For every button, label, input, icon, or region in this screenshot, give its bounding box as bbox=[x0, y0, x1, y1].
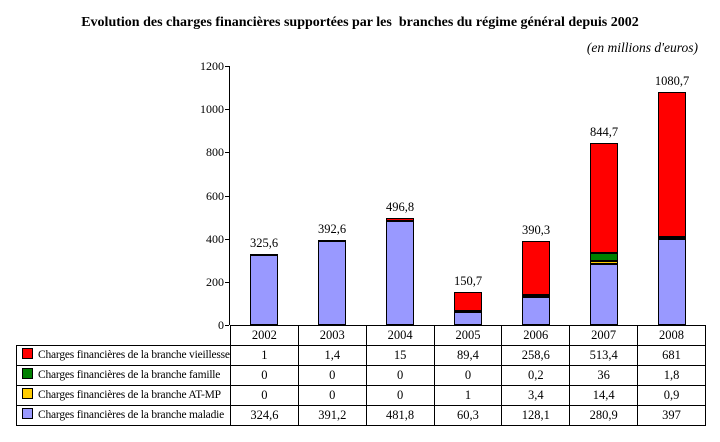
value-cell: 3,4 bbox=[501, 385, 571, 406]
y-axis-tick bbox=[225, 239, 229, 240]
y-axis-tick bbox=[225, 325, 229, 326]
table-row: Charges financières de la branche famill… bbox=[16, 365, 706, 386]
value-cell: 391,2 bbox=[297, 405, 367, 426]
table-row: Charges financières de la branche AT-MP 0… bbox=[16, 385, 706, 406]
bar-segment bbox=[590, 264, 618, 325]
bar-total-label: 1080,7 bbox=[654, 74, 690, 88]
value-cell: 1,4 bbox=[297, 345, 367, 366]
bar-segment bbox=[590, 253, 618, 261]
value-cell: 513,4 bbox=[569, 345, 639, 366]
y-axis-tick-label: 600 bbox=[206, 189, 224, 203]
series-legend-cell: Charges financières de la branche AT-MP bbox=[16, 385, 231, 406]
value-cell: 324,6 bbox=[230, 405, 299, 426]
bar-segment bbox=[658, 237, 686, 239]
y-axis-tick-label: 800 bbox=[206, 145, 224, 159]
value-cell: 14,4 bbox=[569, 385, 639, 406]
y-axis-tick bbox=[225, 66, 229, 67]
bar-segment bbox=[590, 261, 618, 264]
series-name: Charges financières de la branche AT-MP bbox=[38, 389, 221, 401]
value-cell: 0 bbox=[365, 365, 435, 386]
value-cell: 1,8 bbox=[637, 365, 706, 386]
value-cell: 0 bbox=[433, 365, 503, 386]
value-cell: 15 bbox=[365, 345, 435, 366]
table-corner-cell bbox=[17, 326, 231, 346]
value-cell: 0 bbox=[297, 365, 367, 386]
chart-title: Evolution des charges financières suppor… bbox=[81, 15, 639, 30]
bar-segment bbox=[454, 312, 482, 325]
series-color-swatch-icon bbox=[22, 388, 33, 399]
value-cell: 1 bbox=[433, 385, 503, 406]
year-cell: 2006 bbox=[501, 325, 571, 346]
series-name: Charges financières de la branche famill… bbox=[38, 369, 221, 381]
bar-segment bbox=[658, 92, 686, 237]
y-axis-tick-label: 400 bbox=[206, 232, 224, 246]
year-cell: 2005 bbox=[433, 325, 503, 346]
year-cell: 2002 bbox=[230, 325, 299, 346]
value-cell: 128,1 bbox=[501, 405, 571, 426]
bar-segment bbox=[250, 255, 278, 325]
bar-segment bbox=[386, 221, 414, 325]
series-color-swatch-icon bbox=[22, 368, 33, 379]
series-color-swatch-icon bbox=[22, 408, 33, 419]
bar-segment bbox=[454, 292, 482, 311]
series-name: Charges financières de la branche maladi… bbox=[38, 409, 225, 421]
value-cell: 1 bbox=[230, 345, 299, 366]
year-cell: 2008 bbox=[637, 325, 706, 346]
value-cell: 681 bbox=[637, 345, 706, 366]
series-legend-cell: Charges financières de la branche maladi… bbox=[16, 405, 231, 426]
bar-segment bbox=[386, 218, 414, 221]
y-axis-tick bbox=[225, 282, 229, 283]
bar-segment bbox=[454, 311, 482, 313]
year-cell: 2004 bbox=[365, 325, 435, 346]
series-name: Charges financières de la branche vieill… bbox=[38, 349, 230, 361]
y-axis-tick-label: 0 bbox=[218, 318, 224, 332]
year-cell: 2007 bbox=[569, 325, 639, 346]
bar-segment bbox=[658, 239, 686, 325]
year-header-row: 2002 2003 2004 2005 2006 2007 2008 bbox=[17, 325, 706, 346]
bar-total-label: 390,3 bbox=[521, 223, 551, 237]
bar-segment bbox=[318, 241, 346, 325]
y-axis-tick bbox=[225, 196, 229, 197]
bar-segment bbox=[590, 143, 618, 253]
bar-segment bbox=[522, 295, 550, 297]
value-cell: 36 bbox=[569, 365, 639, 386]
table-row: Charges financières de la branche maladi… bbox=[16, 405, 706, 426]
value-cell: 0 bbox=[230, 365, 299, 386]
y-axis-tick bbox=[225, 109, 229, 110]
value-cell: 481,8 bbox=[365, 405, 435, 426]
bar-segment bbox=[522, 297, 550, 325]
table-row: Charges financières de la branche vieill… bbox=[16, 345, 706, 366]
bar-segment bbox=[250, 254, 278, 256]
chart-unit-note: (en millions d'euros) bbox=[586, 40, 698, 55]
bar-total-label: 325,6 bbox=[249, 236, 279, 250]
bar-segment bbox=[522, 241, 550, 295]
bar-total-label: 496,8 bbox=[385, 200, 415, 214]
year-cell: 2003 bbox=[297, 325, 367, 346]
value-cell: 0 bbox=[297, 385, 367, 406]
value-cell: 89,4 bbox=[433, 345, 503, 366]
bar-total-label: 150,7 bbox=[453, 274, 483, 288]
y-axis-tick-label: 200 bbox=[206, 275, 224, 289]
series-legend-cell: Charges financières de la branche vieill… bbox=[16, 345, 231, 366]
value-cell: 60,3 bbox=[433, 405, 503, 426]
y-axis-line bbox=[229, 66, 230, 325]
value-cell: 0 bbox=[230, 385, 299, 406]
value-cell: 397 bbox=[637, 405, 706, 426]
value-cell: 0,2 bbox=[501, 365, 571, 386]
y-axis-tick bbox=[225, 152, 229, 153]
value-cell: 280,9 bbox=[569, 405, 639, 426]
series-legend-cell: Charges financières de la branche famill… bbox=[16, 365, 231, 386]
value-cell: 0 bbox=[365, 385, 435, 406]
bar-total-label: 392,6 bbox=[317, 222, 347, 236]
data-table: 2002 2003 2004 2005 2006 2007 2008 Charges fina… bbox=[16, 325, 706, 426]
value-cell: 258,6 bbox=[501, 345, 571, 366]
y-axis-tick-label: 1000 bbox=[200, 102, 224, 116]
bar-total-label: 844,7 bbox=[589, 125, 619, 139]
bar-segment bbox=[318, 240, 346, 242]
y-axis-tick-label: 1200 bbox=[200, 59, 224, 73]
value-cell: 0,9 bbox=[637, 385, 706, 406]
series-color-swatch-icon bbox=[22, 348, 33, 359]
